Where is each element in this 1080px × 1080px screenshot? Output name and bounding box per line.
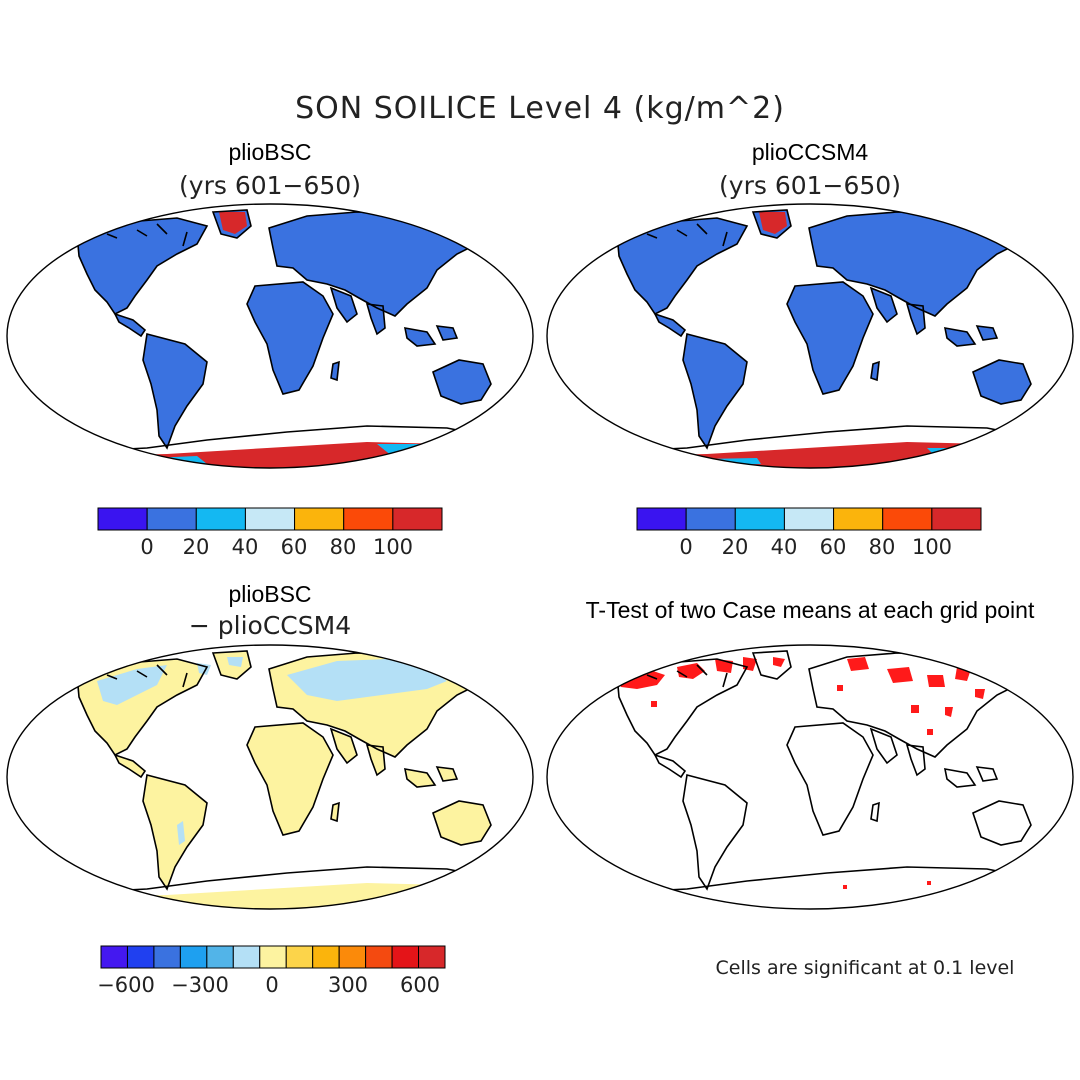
panel-3-subtitle: − plioCCSM4 — [189, 611, 351, 640]
cb1-tick-0: 0 — [140, 535, 153, 559]
cb3-tick-4: 600 — [400, 973, 440, 997]
figure-title: SON SOILICE Level 4 (kg/m^2) — [295, 91, 785, 126]
panel-1-map — [7, 204, 533, 468]
panel-2-title: plioCCSM4 — [752, 139, 869, 165]
panel-4-map — [547, 645, 1073, 909]
panel-1-antarctica-coast — [107, 444, 443, 466]
cb1-swatch-6 — [392, 507, 443, 531]
cb3-swatch-10 — [365, 945, 393, 969]
cb3-tick-2: 0 — [265, 973, 278, 997]
colorbar-abs-1: 0 20 40 60 80 100 — [97, 507, 443, 559]
colorbar-diff: −600 −300 0 300 600 — [97, 945, 446, 997]
cb3-swatch-7 — [285, 945, 314, 969]
panel-3-title: plioBSC — [228, 581, 311, 607]
cb3-swatch-0 — [100, 945, 128, 969]
cb1-tick-4: 80 — [330, 535, 357, 559]
cb3-tick-0: −600 — [97, 973, 155, 997]
cb3-swatch-1 — [126, 945, 155, 969]
cb2-swatch-0 — [636, 507, 687, 531]
cb3-swatch-11 — [391, 945, 420, 969]
cb3-swatch-6 — [259, 945, 287, 969]
cb2-tick-0: 0 — [679, 535, 692, 559]
cb2-tick-3: 60 — [820, 535, 847, 559]
cb2-swatch-4 — [833, 507, 884, 531]
panel-2-map — [547, 204, 1073, 468]
panel-4-title: T-Test of two Case means at each grid po… — [586, 597, 1035, 623]
cb2-tick-5: 100 — [912, 535, 952, 559]
panel-2-frame — [546, 203, 1074, 469]
panel-4-frame — [546, 644, 1074, 910]
cb1-swatch-1 — [146, 507, 197, 531]
cb1-swatch-3 — [244, 507, 296, 531]
panel-3-map — [7, 645, 533, 909]
cb2-tick-1: 20 — [722, 535, 749, 559]
panel-3-frame — [6, 644, 534, 910]
panel-2-greenland — [759, 212, 787, 234]
cb3-tick-3: 300 — [328, 973, 368, 997]
cb2-swatch-5 — [882, 507, 933, 531]
cb3-swatch-4 — [206, 945, 234, 969]
ttest-note: Cells are significant at 0.1 level — [716, 957, 1015, 979]
cb3-swatch-3 — [179, 945, 208, 969]
cb2-tick-4: 80 — [869, 535, 896, 559]
cb1-tick-2: 40 — [232, 535, 259, 559]
cb1-swatch-4 — [294, 507, 345, 531]
cb2-swatch-6 — [931, 507, 982, 531]
cb3-swatch-8 — [312, 945, 340, 969]
cb2-tick-2: 40 — [771, 535, 798, 559]
cb2-swatch-1 — [685, 507, 736, 531]
cb3-swatch-9 — [338, 945, 367, 969]
cb2-swatch-3 — [783, 507, 835, 531]
panel-1-subtitle: (yrs 601−650) — [179, 171, 361, 200]
panel-2-subtitle: (yrs 601−650) — [719, 171, 901, 200]
colorbar-abs-2: 0 20 40 60 80 100 — [636, 507, 982, 559]
cb2-swatch-2 — [734, 507, 785, 531]
cb1-swatch-0 — [97, 507, 148, 531]
cb3-tick-1: −300 — [171, 973, 229, 997]
cb1-tick-5: 100 — [373, 535, 413, 559]
panel-1-greenland — [219, 212, 247, 234]
cb1-tick-3: 60 — [281, 535, 308, 559]
cb3-swatch-12 — [418, 945, 446, 969]
panel-1-title: plioBSC — [228, 139, 311, 165]
cb3-swatch-5 — [232, 945, 261, 969]
cb1-swatch-2 — [195, 507, 246, 531]
panel-1-frame — [6, 203, 534, 469]
cb1-swatch-5 — [343, 507, 394, 531]
cb3-swatch-2 — [153, 945, 181, 969]
cb1-tick-1: 20 — [183, 535, 210, 559]
